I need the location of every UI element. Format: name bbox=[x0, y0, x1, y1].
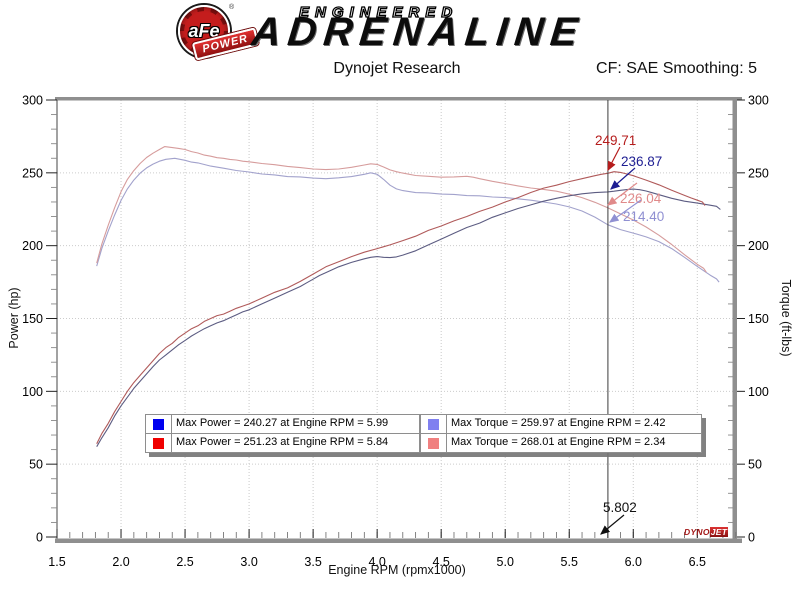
legend-swatch-cell bbox=[146, 434, 172, 452]
curve-torque-red bbox=[96, 146, 707, 273]
legend-swatch-lightblue bbox=[428, 418, 439, 430]
svg-text:50: 50 bbox=[748, 458, 762, 472]
annotation-249.71: 249.71 bbox=[595, 133, 636, 148]
svg-text:0: 0 bbox=[36, 531, 43, 545]
legend-swatch-red bbox=[153, 437, 164, 449]
logo-engineered-text: ENGINEERED bbox=[298, 3, 459, 21]
legend-box-torque: Max Torque = 259.97 at Engine RPM = 2.42… bbox=[420, 414, 702, 453]
registered-mark: ® bbox=[229, 4, 235, 11]
legend: Max Power = 240.27 at Engine RPM = 5.99 … bbox=[145, 414, 702, 453]
legend-row: Max Power = 251.23 at Engine RPM = 5.84 bbox=[146, 433, 419, 452]
dynojet-logo-jet: JET bbox=[709, 527, 729, 537]
svg-text:2.5: 2.5 bbox=[176, 555, 193, 569]
svg-text:2.0: 2.0 bbox=[112, 555, 129, 569]
svg-text:250: 250 bbox=[748, 166, 769, 180]
svg-text:3.0: 3.0 bbox=[240, 555, 257, 569]
annotation-236.87: 236.87 bbox=[621, 154, 662, 169]
left-axis-title: Power (hp) bbox=[7, 287, 21, 349]
svg-text:300: 300 bbox=[748, 94, 769, 108]
svg-text:200: 200 bbox=[22, 239, 43, 253]
legend-swatch-cell bbox=[421, 415, 447, 433]
svg-text:200: 200 bbox=[748, 239, 769, 253]
afe-logo-text: aFe bbox=[188, 20, 220, 41]
legend-box-power: Max Power = 240.27 at Engine RPM = 5.99 … bbox=[145, 414, 420, 453]
legend-swatch-blue bbox=[153, 418, 164, 430]
gridlines bbox=[57, 100, 733, 537]
axis-ticks: 1.5 2.0 2.5 3.0 3.5 4.0 4.5 5.0 5.5 6.0 6.5 0 0 50 50 1… bbox=[22, 94, 769, 570]
right-axis-title: Torque (ft-lbs) bbox=[779, 279, 793, 357]
svg-text:100: 100 bbox=[748, 385, 769, 399]
legend-label: Max Torque = 259.97 at Engine RPM = 2.42 bbox=[451, 417, 666, 429]
legend-label: Max Torque = 268.01 at Engine RPM = 2.34 bbox=[451, 436, 666, 448]
svg-text:6.0: 6.0 bbox=[625, 555, 642, 569]
svg-text:250: 250 bbox=[22, 166, 43, 180]
legend-label: Max Power = 251.23 at Engine RPM = 5.84 bbox=[176, 436, 389, 448]
svg-text:4.0: 4.0 bbox=[368, 555, 385, 569]
svg-text:4.5: 4.5 bbox=[432, 555, 449, 569]
legend-row: Max Torque = 268.01 at Engine RPM = 2.34 bbox=[421, 433, 701, 452]
curve-power-red bbox=[96, 171, 706, 445]
svg-text:3.5: 3.5 bbox=[304, 555, 321, 569]
svg-text:0: 0 bbox=[748, 531, 755, 545]
svg-text:6.5: 6.5 bbox=[689, 555, 706, 569]
legend-swatch-cell bbox=[421, 434, 447, 452]
annotation-226.04: 226.04 bbox=[620, 191, 662, 206]
svg-text:5.5: 5.5 bbox=[561, 555, 578, 569]
legend-label: Max Power = 240.27 at Engine RPM = 5.99 bbox=[176, 417, 389, 429]
svg-text:150: 150 bbox=[22, 312, 43, 326]
svg-text:100: 100 bbox=[22, 385, 43, 399]
dynojet-logo: DYNOJET bbox=[684, 527, 729, 537]
legend-row: Max Torque = 259.97 at Engine RPM = 2.42 bbox=[421, 415, 701, 433]
annotation-5.802: 5.802 bbox=[603, 500, 637, 515]
legend-swatch-cell bbox=[146, 415, 172, 433]
svg-text:300: 300 bbox=[22, 94, 43, 108]
chart-title: Dynojet Research bbox=[333, 60, 461, 77]
smoothing-label: CF: SAE Smoothing: 5 bbox=[596, 60, 757, 77]
svg-text:5.0: 5.0 bbox=[497, 555, 514, 569]
x-axis-title: Engine RPM (rpmx1000) bbox=[328, 563, 466, 577]
svg-text:1.5: 1.5 bbox=[48, 555, 65, 569]
curve-power-blue bbox=[96, 188, 721, 447]
svg-text:50: 50 bbox=[29, 458, 43, 472]
legend-swatch-salmon bbox=[428, 437, 439, 449]
annotation-214.40: 214.40 bbox=[623, 209, 664, 224]
legend-row: Max Power = 240.27 at Engine RPM = 5.99 bbox=[146, 415, 419, 433]
annotations: 249.71 236.87 226.04 214.40 5.802 bbox=[595, 133, 664, 535]
svg-text:150: 150 bbox=[748, 312, 769, 326]
dynojet-logo-dyno: DYNO bbox=[684, 527, 710, 537]
